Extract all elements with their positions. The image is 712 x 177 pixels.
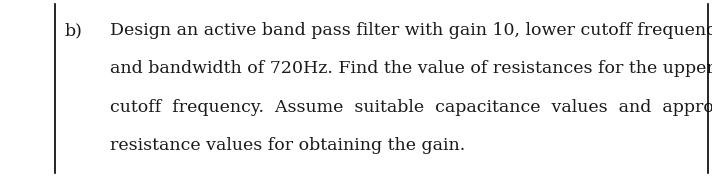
Text: resistance values for obtaining the gain.: resistance values for obtaining the gain… [110, 137, 466, 154]
Text: Design an active band pass filter with gain 10, lower cutoff frequency of 80Hz: Design an active band pass filter with g… [110, 22, 712, 39]
Text: b): b) [64, 22, 82, 39]
Text: and bandwidth of 720Hz. Find the value of resistances for the upper and lower: and bandwidth of 720Hz. Find the value o… [110, 61, 712, 78]
Text: cutoff  frequency.  Assume  suitable  capacitance  values  and  appropriate: cutoff frequency. Assume suitable capaci… [110, 99, 712, 116]
